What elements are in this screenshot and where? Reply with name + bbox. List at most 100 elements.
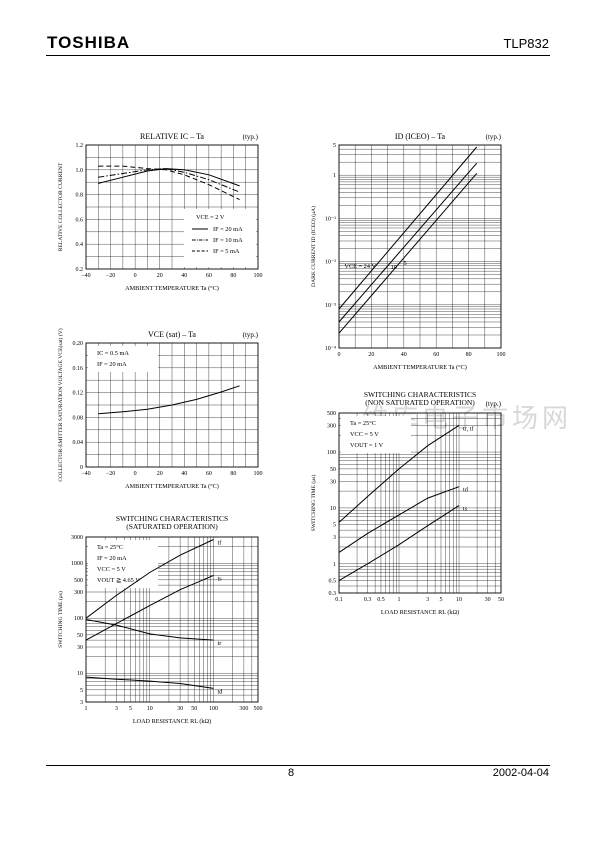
- x-tick-label: 40: [181, 471, 187, 477]
- series-line: [338, 486, 460, 553]
- x-tick-label: 300: [239, 706, 248, 712]
- series-line: [85, 574, 214, 641]
- y-tick-label: 100: [74, 616, 83, 622]
- condition-label: VCC = 5 V: [97, 566, 126, 573]
- x-axis-label: LOAD RESISTANCE RL (kΩ): [133, 718, 211, 725]
- y-tick-label: 0.3: [329, 591, 337, 597]
- series-line: [98, 168, 240, 193]
- x-tick-label: 5: [129, 706, 132, 712]
- series-label: ts: [217, 575, 222, 582]
- y-axis-label: DARK CURRENT ID (ICEO) (μA): [310, 206, 317, 287]
- x-tick-label: 10: [456, 597, 462, 603]
- x-tick-label: 500: [254, 706, 263, 712]
- footer-date: 2002-04-04: [492, 767, 549, 779]
- y-tick-label: 50: [330, 467, 336, 473]
- plot-frame: [85, 144, 259, 270]
- y-tick-label: 0.20: [73, 341, 84, 347]
- y-tick-label: 500: [327, 411, 336, 417]
- series-label: tr: [217, 640, 222, 647]
- y-axis-label: SWITCHING TIME (μs): [310, 475, 317, 532]
- y-tick-label: 10: [330, 506, 336, 512]
- condition-label: VCC = 5 V: [350, 431, 379, 438]
- x-axis-label: AMBIENT TEMPERATURE Ta (°C): [125, 483, 219, 490]
- chart-subtitle: (NON SATURATED OPERATION): [365, 398, 475, 407]
- chart-id-iceo-ta: 0 20 40 60 80 100 10⁻⁴ 10⁻³ 10⁻² 10⁻¹ 1 5 ID (ICEO) …: [310, 132, 506, 371]
- x-tick-label: 40: [401, 352, 407, 358]
- page-number: 8: [288, 767, 295, 779]
- conditions-background: [341, 416, 411, 453]
- typ-label: (typ.): [243, 133, 259, 141]
- x-tick-label: 0.1: [335, 597, 343, 603]
- condition-label: Ta = 25°C: [97, 544, 123, 551]
- x-tick-label: 50: [498, 597, 504, 603]
- plot-frame: [338, 412, 502, 594]
- y-tick-label: 0.4: [76, 242, 84, 248]
- x-tick-label: 20: [157, 471, 163, 477]
- y-tick-label: 1: [333, 173, 336, 179]
- series-label: 10: [391, 264, 397, 271]
- y-tick-label: 5: [333, 523, 336, 529]
- y-tick-label: 30: [330, 479, 336, 485]
- series-line: [338, 505, 460, 582]
- legend-label: IF = 5 mA: [213, 248, 240, 255]
- header-rule: [46, 55, 550, 56]
- y-axis-label: SWITCHING TIME (μs): [57, 591, 64, 648]
- x-tick-label: 100: [497, 352, 506, 358]
- series-line: [98, 385, 240, 415]
- chart-title: RELATIVE IC – Ta: [140, 132, 204, 141]
- series-line: [98, 168, 240, 187]
- y-tick-label: 1.2: [76, 143, 84, 149]
- series-line: [98, 165, 240, 201]
- y-tick-label: 1.0: [76, 168, 84, 174]
- condition-label: IF = 20 mA: [97, 555, 127, 562]
- series-label: td: [463, 487, 469, 494]
- y-tick-label: 0.08: [73, 415, 84, 421]
- series-label: VCE = 24 V: [344, 263, 376, 270]
- x-axis-label: LOAD RESISTANCE RL (kΩ): [381, 609, 459, 616]
- y-tick-label: 10: [77, 671, 83, 677]
- x-tick-label: 80: [466, 352, 472, 358]
- plot-frame: [338, 144, 502, 349]
- y-tick-label: 100: [327, 450, 336, 456]
- y-tick-label: 5: [333, 143, 336, 149]
- y-tick-label: 1000: [71, 561, 83, 567]
- chart-title: SWITCHING CHARACTERISTICS: [364, 390, 476, 399]
- x-tick-label: 50: [191, 706, 197, 712]
- y-tick-label: 3000: [71, 535, 83, 541]
- x-tick-label: 5: [439, 597, 442, 603]
- series-line: [85, 676, 214, 689]
- y-tick-label: 0.16: [73, 366, 84, 372]
- y-tick-label: 10⁻³: [325, 303, 336, 309]
- series-line: [338, 146, 478, 310]
- x-tick-label: 60: [206, 273, 212, 279]
- x-tick-label: 100: [254, 471, 263, 477]
- chart-subtitle: (SATURATED OPERATION): [126, 522, 218, 531]
- x-tick-label: −20: [106, 471, 115, 477]
- x-tick-label: 0: [338, 352, 341, 358]
- grid: [339, 145, 501, 348]
- footer-rule: [46, 765, 550, 766]
- y-tick-label: 0.8: [76, 193, 84, 199]
- conditions-background: [88, 346, 158, 372]
- y-tick-label: 3: [333, 535, 336, 541]
- x-tick-label: 30: [177, 706, 183, 712]
- x-tick-label: −20: [106, 273, 115, 279]
- y-tick-label: 1: [333, 562, 336, 568]
- x-tick-label: 0.3: [364, 597, 372, 603]
- y-tick-label: 3: [80, 700, 83, 706]
- typ-label: (typ.): [243, 331, 259, 339]
- y-tick-label: 0.04: [73, 440, 84, 446]
- y-tick-label: 0.6: [76, 217, 84, 223]
- x-tick-label: 60: [433, 352, 439, 358]
- series-label: tf: [217, 540, 222, 547]
- y-tick-label: 10⁻⁴: [325, 346, 336, 352]
- x-tick-label: 20: [368, 352, 374, 358]
- y-tick-label: 0: [80, 465, 83, 471]
- x-tick-label: 0.5: [377, 597, 385, 603]
- x-tick-label: 40: [181, 273, 187, 279]
- series-label: tr, tf: [463, 425, 474, 432]
- chart-relative-ic-ta: −40 −20 0 20 40 60 80 100 0.2 0.4 0.6 0.8 1.0 1.2 RELA…: [58, 132, 263, 292]
- series-label: td: [217, 688, 223, 695]
- series-line: [85, 619, 214, 641]
